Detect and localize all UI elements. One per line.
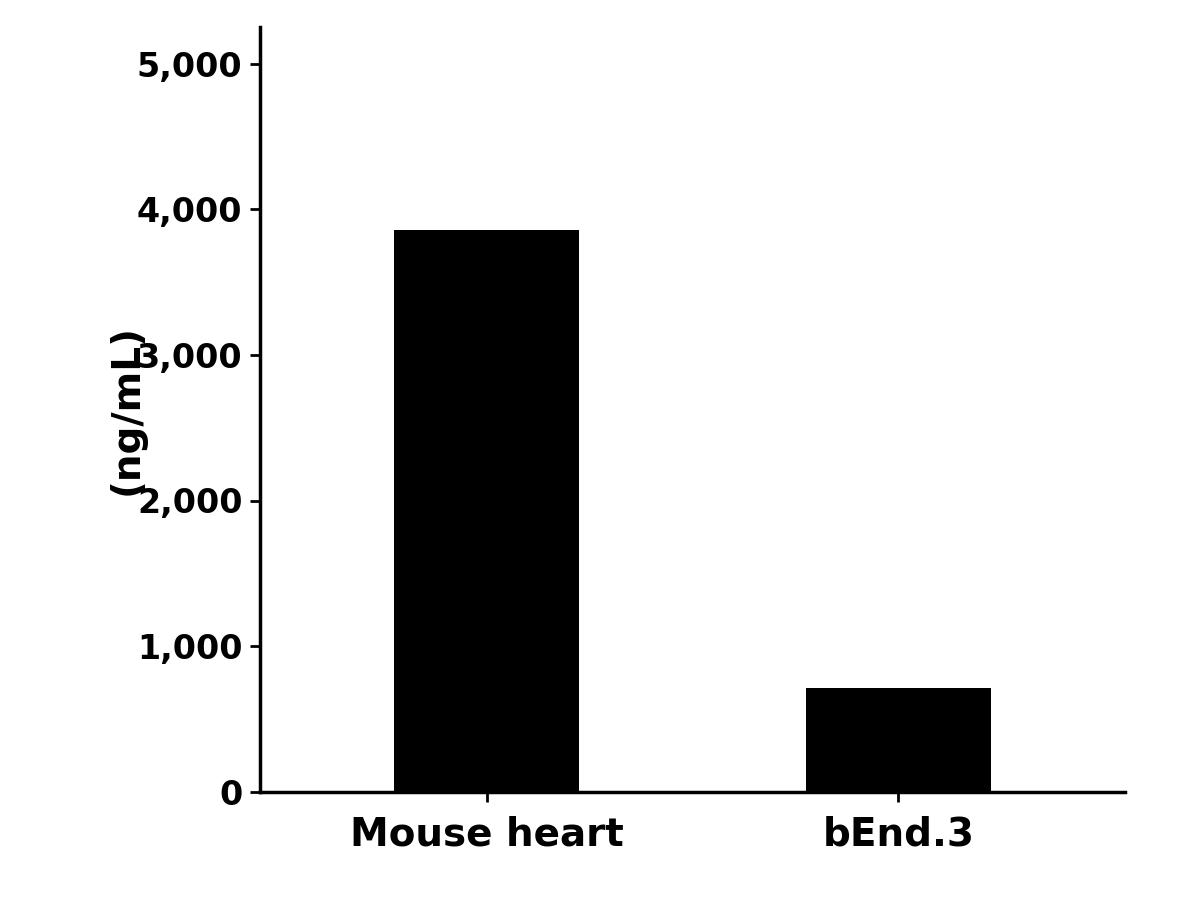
Bar <box>394 230 579 792</box>
Y-axis label: Mouse VE-cadherin/CD144: Mouse VE-cadherin/CD144 <box>0 122 5 697</box>
Text: (ng/mL): (ng/mL) <box>108 324 146 495</box>
Bar <box>806 689 991 792</box>
